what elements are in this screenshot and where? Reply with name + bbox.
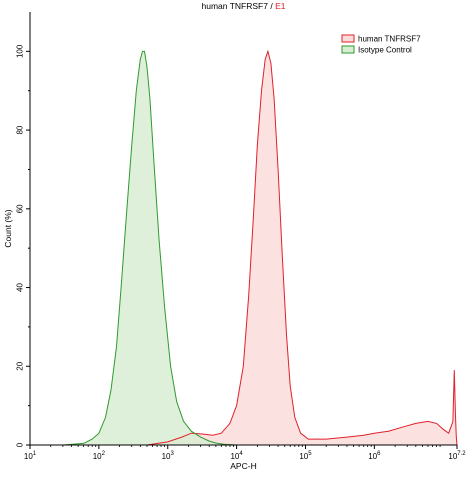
y-tick-label-40: 40 xyxy=(16,283,25,292)
x-tick-base: 10 xyxy=(448,452,457,461)
y-tick-label-100: 100 xyxy=(16,44,25,58)
y-axis-label: Count (%) xyxy=(3,209,13,247)
series-line-human-tnfrsf7 xyxy=(30,49,458,446)
x-tick-base: 10 xyxy=(368,452,377,461)
chart-title-gate: E1 xyxy=(275,1,286,11)
x-tick-exponent: 4 xyxy=(239,451,243,457)
x-tick-base: 10 xyxy=(299,452,308,461)
y-tick-label-80: 80 xyxy=(16,125,25,134)
series-area-isotype-control xyxy=(30,51,457,446)
x-tick-exponent: 6 xyxy=(377,451,381,457)
x-tick-label-1: 101 xyxy=(24,451,37,461)
x-axis-label: APC-H xyxy=(230,461,256,471)
series-line-isotype-control xyxy=(30,50,457,446)
y-tick-label-60: 60 xyxy=(16,204,25,213)
y-tick-label-0: 0 xyxy=(16,442,25,447)
x-tick-exponent: 5 xyxy=(308,451,312,457)
chart-title: human TNFRSF7 / E1 xyxy=(202,1,286,11)
x-tick-label-5: 105 xyxy=(299,451,312,461)
x-tick-label-3: 103 xyxy=(162,451,175,461)
x-tick-exponent: 3 xyxy=(171,451,175,457)
x-tick-exponent: 2 xyxy=(102,451,106,457)
x-tick-base: 10 xyxy=(230,452,239,461)
x-tick-label-6: 106 xyxy=(368,451,381,461)
x-tick-exponent: 1 xyxy=(33,451,37,457)
series-area-human-tnfrsf7 xyxy=(30,51,457,446)
x-tick-label-2: 102 xyxy=(93,451,106,461)
x-tick-base: 10 xyxy=(93,452,102,461)
x-tick-exponent: 7.2 xyxy=(457,451,466,457)
legend-swatch-1 xyxy=(341,45,355,54)
legend-swatch-0 xyxy=(341,34,355,43)
y-tick-label-20: 20 xyxy=(16,361,25,370)
chart-title-separator: / xyxy=(268,1,275,11)
x-tick-base: 10 xyxy=(24,452,33,461)
x-tick-label-4: 104 xyxy=(230,451,243,461)
x-tick-base: 10 xyxy=(162,452,171,461)
chart-title-main: human TNFRSF7 xyxy=(202,1,269,11)
legend-label-1: Isotype Control xyxy=(358,46,412,55)
x-tick-label-7.2: 107.2 xyxy=(448,451,466,461)
legend-label-0: human TNFRSF7 xyxy=(358,35,421,44)
